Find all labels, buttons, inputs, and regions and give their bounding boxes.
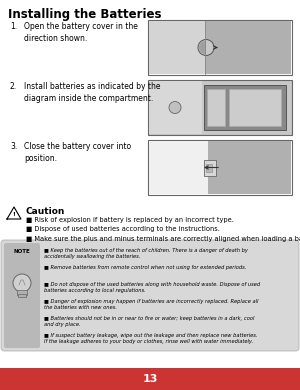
Text: ■ Risk of explosion if battery is replaced by an incorrect type.: ■ Risk of explosion if battery is replac…	[26, 217, 234, 223]
Circle shape	[169, 101, 181, 113]
Text: 13: 13	[142, 374, 158, 384]
Polygon shape	[7, 207, 21, 219]
Text: Close the battery cover into
position.: Close the battery cover into position.	[24, 142, 131, 163]
FancyBboxPatch shape	[1, 240, 299, 351]
Text: Install batteries as indicated by the
diagram inside the compartment.: Install batteries as indicated by the di…	[24, 82, 160, 103]
Text: ■ Dispose of used batteries according to the instructions.: ■ Dispose of used batteries according to…	[26, 227, 220, 232]
Text: ■ Do not dispose of the used batteries along with household waste. Dispose of us: ■ Do not dispose of the used batteries a…	[44, 282, 260, 293]
Text: !: !	[13, 213, 15, 218]
FancyBboxPatch shape	[4, 243, 40, 348]
Circle shape	[198, 39, 214, 55]
Text: Open the battery cover in the
direction shown.: Open the battery cover in the direction …	[24, 22, 138, 43]
Bar	[149, 21, 205, 74]
Text: 3.: 3.	[10, 142, 17, 151]
Bar	[204, 85, 286, 130]
Text: NOTE: NOTE	[14, 249, 30, 254]
Bar	[148, 20, 292, 75]
Text: ■ Remove batteries from remote control when not using for extended periods.: ■ Remove batteries from remote control w…	[44, 265, 246, 270]
Text: ■ Keep the batteries out of the reach of children. There is a danger of death by: ■ Keep the batteries out of the reach of…	[44, 248, 248, 259]
Wedge shape	[199, 41, 206, 55]
Text: ■ Batteries should not be in or near to fire or water; keep batteries in a dark,: ■ Batteries should not be in or near to …	[44, 316, 254, 327]
Bar	[0, 368, 300, 390]
Text: Installing the Batteries: Installing the Batteries	[8, 8, 161, 21]
Text: Caution: Caution	[26, 207, 65, 216]
Bar	[148, 80, 292, 135]
Text: ■ If suspect battery leakage, wipe out the leakage and then replace new batterie: ■ If suspect battery leakage, wipe out t…	[44, 333, 257, 344]
Bar	[207, 89, 225, 126]
Text: 2.: 2.	[10, 82, 17, 91]
Bar	[17, 290, 27, 295]
Bar	[149, 81, 202, 134]
Bar	[18, 294, 26, 297]
Bar	[229, 89, 281, 126]
Text: 1.: 1.	[10, 22, 17, 31]
Bar	[206, 163, 212, 172]
Bar	[149, 141, 208, 194]
Bar	[148, 140, 292, 195]
Bar	[205, 21, 291, 74]
Text: ■ Danger of explosion may happen if batteries are incorrectly replaced. Replace : ■ Danger of explosion may happen if batt…	[44, 299, 258, 310]
Bar	[204, 160, 216, 176]
Text: ■ Make sure the plus and minus terminals are correctly aligned when loading a ba: ■ Make sure the plus and minus terminals…	[26, 236, 300, 242]
Bar	[208, 141, 291, 194]
Circle shape	[13, 274, 31, 292]
